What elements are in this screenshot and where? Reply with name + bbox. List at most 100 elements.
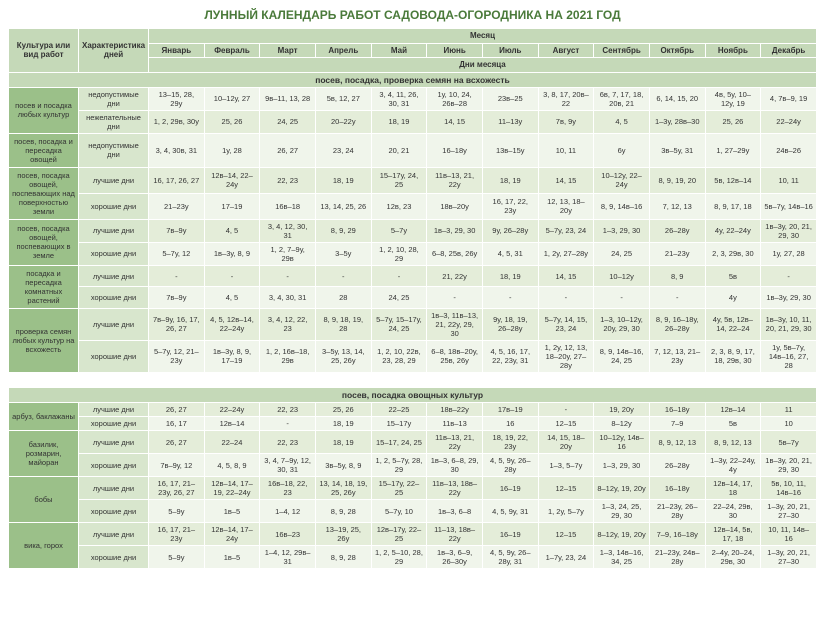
value-cell: 8, 9, 16–18у, 26–28у: [649, 308, 705, 340]
value-cell: 1в–3, 6–8, 29, 30: [427, 454, 483, 477]
value-cell: 4, 5, 31: [482, 242, 538, 265]
value-cell: 8, 9, 29: [315, 219, 371, 242]
value-cell: 7, 12, 13, 21–23у: [649, 340, 705, 372]
value-cell: 3, 4, 12, 22, 23: [260, 308, 316, 340]
value-cell: 8, 9, 19, 20: [649, 167, 705, 193]
crop-cell: арбуз, баклажаны: [9, 403, 79, 431]
section-header: посев, посадка, проверка семян на всхоже…: [9, 72, 817, 87]
value-cell: 11–13, 18в–22у: [427, 523, 483, 546]
value-cell: 3, 8, 17, 20в–22: [538, 87, 594, 110]
value-cell: 12в–14: [705, 403, 761, 417]
calendar-table: Культура или вид работ Характеристика дн…: [8, 28, 817, 569]
month-header: Июнь: [427, 43, 483, 58]
value-cell: 7–9: [649, 417, 705, 431]
value-cell: 1–3, 29, 30: [594, 454, 650, 477]
value-cell: 4, 5: [204, 219, 260, 242]
value-cell: 9у, 18, 19, 26–28у: [482, 308, 538, 340]
char-cell: хорошие дни: [79, 287, 149, 309]
value-cell: 1в–3у, 8, 9, 17–19: [204, 340, 260, 372]
value-cell: 20–22у: [315, 110, 371, 133]
value-cell: 10–12у: [594, 265, 650, 287]
value-cell: 15–17у: [371, 417, 427, 431]
value-cell: 1в–3, 11в–13, 21, 22у, 29, 30: [427, 308, 483, 340]
value-cell: 7в–9у, 16, 17, 26, 27: [149, 308, 205, 340]
value-cell: 26–28у: [649, 454, 705, 477]
value-cell: 18в–20у: [427, 193, 483, 219]
month-header: Октябрь: [649, 43, 705, 58]
value-cell: 1в–3, 29, 30: [427, 219, 483, 242]
value-cell: 5–9у: [149, 546, 205, 569]
char-cell: недопустимые дни: [79, 87, 149, 110]
value-cell: 6у: [594, 133, 650, 167]
value-cell: 10–12у, 27: [204, 87, 260, 110]
value-cell: 14, 15: [538, 167, 594, 193]
value-cell: 1–3, 10–12у, 20у, 29, 30: [594, 308, 650, 340]
value-cell: 22–24, 29в, 30: [705, 500, 761, 523]
value-cell: 1–3, 14в–16, 34, 25: [594, 546, 650, 569]
value-cell: 7в–9у: [149, 219, 205, 242]
value-cell: 12в–17у, 22–25: [371, 523, 427, 546]
value-cell: 8–12у, 19, 20у: [594, 523, 650, 546]
month-header: Сентябрь: [594, 43, 650, 58]
value-cell: 5–7у, 10: [371, 500, 427, 523]
char-cell: лучшие дни: [79, 477, 149, 500]
value-cell: 18, 19: [315, 417, 371, 431]
value-cell: 24в–26: [761, 133, 817, 167]
value-cell: 8, 9, 14в–16: [594, 193, 650, 219]
value-cell: 3–5у: [315, 242, 371, 265]
value-cell: 14, 15, 18–20у: [538, 431, 594, 454]
value-cell: 15–17у, 22–25: [371, 477, 427, 500]
value-cell: 8, 9, 28: [315, 546, 371, 569]
value-cell: 1–7у, 23, 24: [538, 546, 594, 569]
value-cell: 12–15: [538, 523, 594, 546]
month-header: Январь: [149, 43, 205, 58]
char-cell: лучшие дни: [79, 219, 149, 242]
value-cell: 1в–3у, 20, 21, 29, 30: [761, 219, 817, 242]
value-cell: 1, 2, 5–7у, 28, 29: [371, 454, 427, 477]
value-cell: 21–23у, 24в–28у: [649, 546, 705, 569]
value-cell: 1, 2, 29в, 30у: [149, 110, 205, 133]
value-cell: 4, 5: [594, 110, 650, 133]
value-cell: 18, 19: [315, 431, 371, 454]
value-cell: 4, 5, 16, 17, 22, 23у, 31: [482, 340, 538, 372]
value-cell: 1, 2у, 12, 13, 18–20у, 27–28у: [538, 340, 594, 372]
value-cell: -: [538, 287, 594, 309]
value-cell: 1–4, 12, 29в–31: [260, 546, 316, 569]
value-cell: 12–15: [538, 417, 594, 431]
value-cell: 11в–13: [427, 417, 483, 431]
value-cell: 5–7у, 12: [149, 242, 205, 265]
value-cell: 1в–3у, 10, 11, 20, 21, 29, 30: [761, 308, 817, 340]
crop-cell: посев, посадка овощей, поспевающих в зем…: [9, 219, 79, 265]
value-cell: 1–3у, 20, 21, 27–30: [761, 546, 817, 569]
value-cell: 26, 27: [149, 403, 205, 417]
month-header: Ноябрь: [705, 43, 761, 58]
value-cell: 15–17у, 24, 25: [371, 167, 427, 193]
value-cell: 13в–15у: [482, 133, 538, 167]
value-cell: 16, 17, 26, 27: [149, 167, 205, 193]
crop-cell: посев, посадка и пересадка овощей: [9, 133, 79, 167]
char-cell: лучшие дни: [79, 265, 149, 287]
value-cell: 16в–18, 22, 23: [260, 477, 316, 500]
value-cell: 11в–13, 21, 22у: [427, 167, 483, 193]
value-cell: 4, 7в–9, 19: [761, 87, 817, 110]
value-cell: 8–12у, 19, 20у: [594, 477, 650, 500]
value-cell: 16, 17, 22, 23у: [482, 193, 538, 219]
value-cell: 1, 2, 5–10, 28, 29: [371, 546, 427, 569]
char-cell: хорошие дни: [79, 242, 149, 265]
value-cell: -: [594, 287, 650, 309]
char-cell: хорошие дни: [79, 340, 149, 372]
value-cell: 16: [482, 417, 538, 431]
value-cell: 26–28у: [649, 219, 705, 242]
crop-cell: бобы: [9, 477, 79, 523]
value-cell: 9у, 26–28у: [482, 219, 538, 242]
value-cell: 1–3, 24, 25, 29, 30: [594, 500, 650, 523]
value-cell: 12в–14, 5в, 17, 18: [705, 523, 761, 546]
value-cell: 10, 11, 14в–16: [761, 523, 817, 546]
value-cell: 26, 27: [149, 431, 205, 454]
value-cell: 4в, 5у, 10–12у, 19: [705, 87, 761, 110]
char-cell: хорошие дни: [79, 454, 149, 477]
value-cell: 8, 9, 12, 13: [649, 431, 705, 454]
value-cell: 4, 5, 9у, 31: [482, 500, 538, 523]
value-cell: 1, 2у, 5–7у: [538, 500, 594, 523]
value-cell: -: [482, 287, 538, 309]
